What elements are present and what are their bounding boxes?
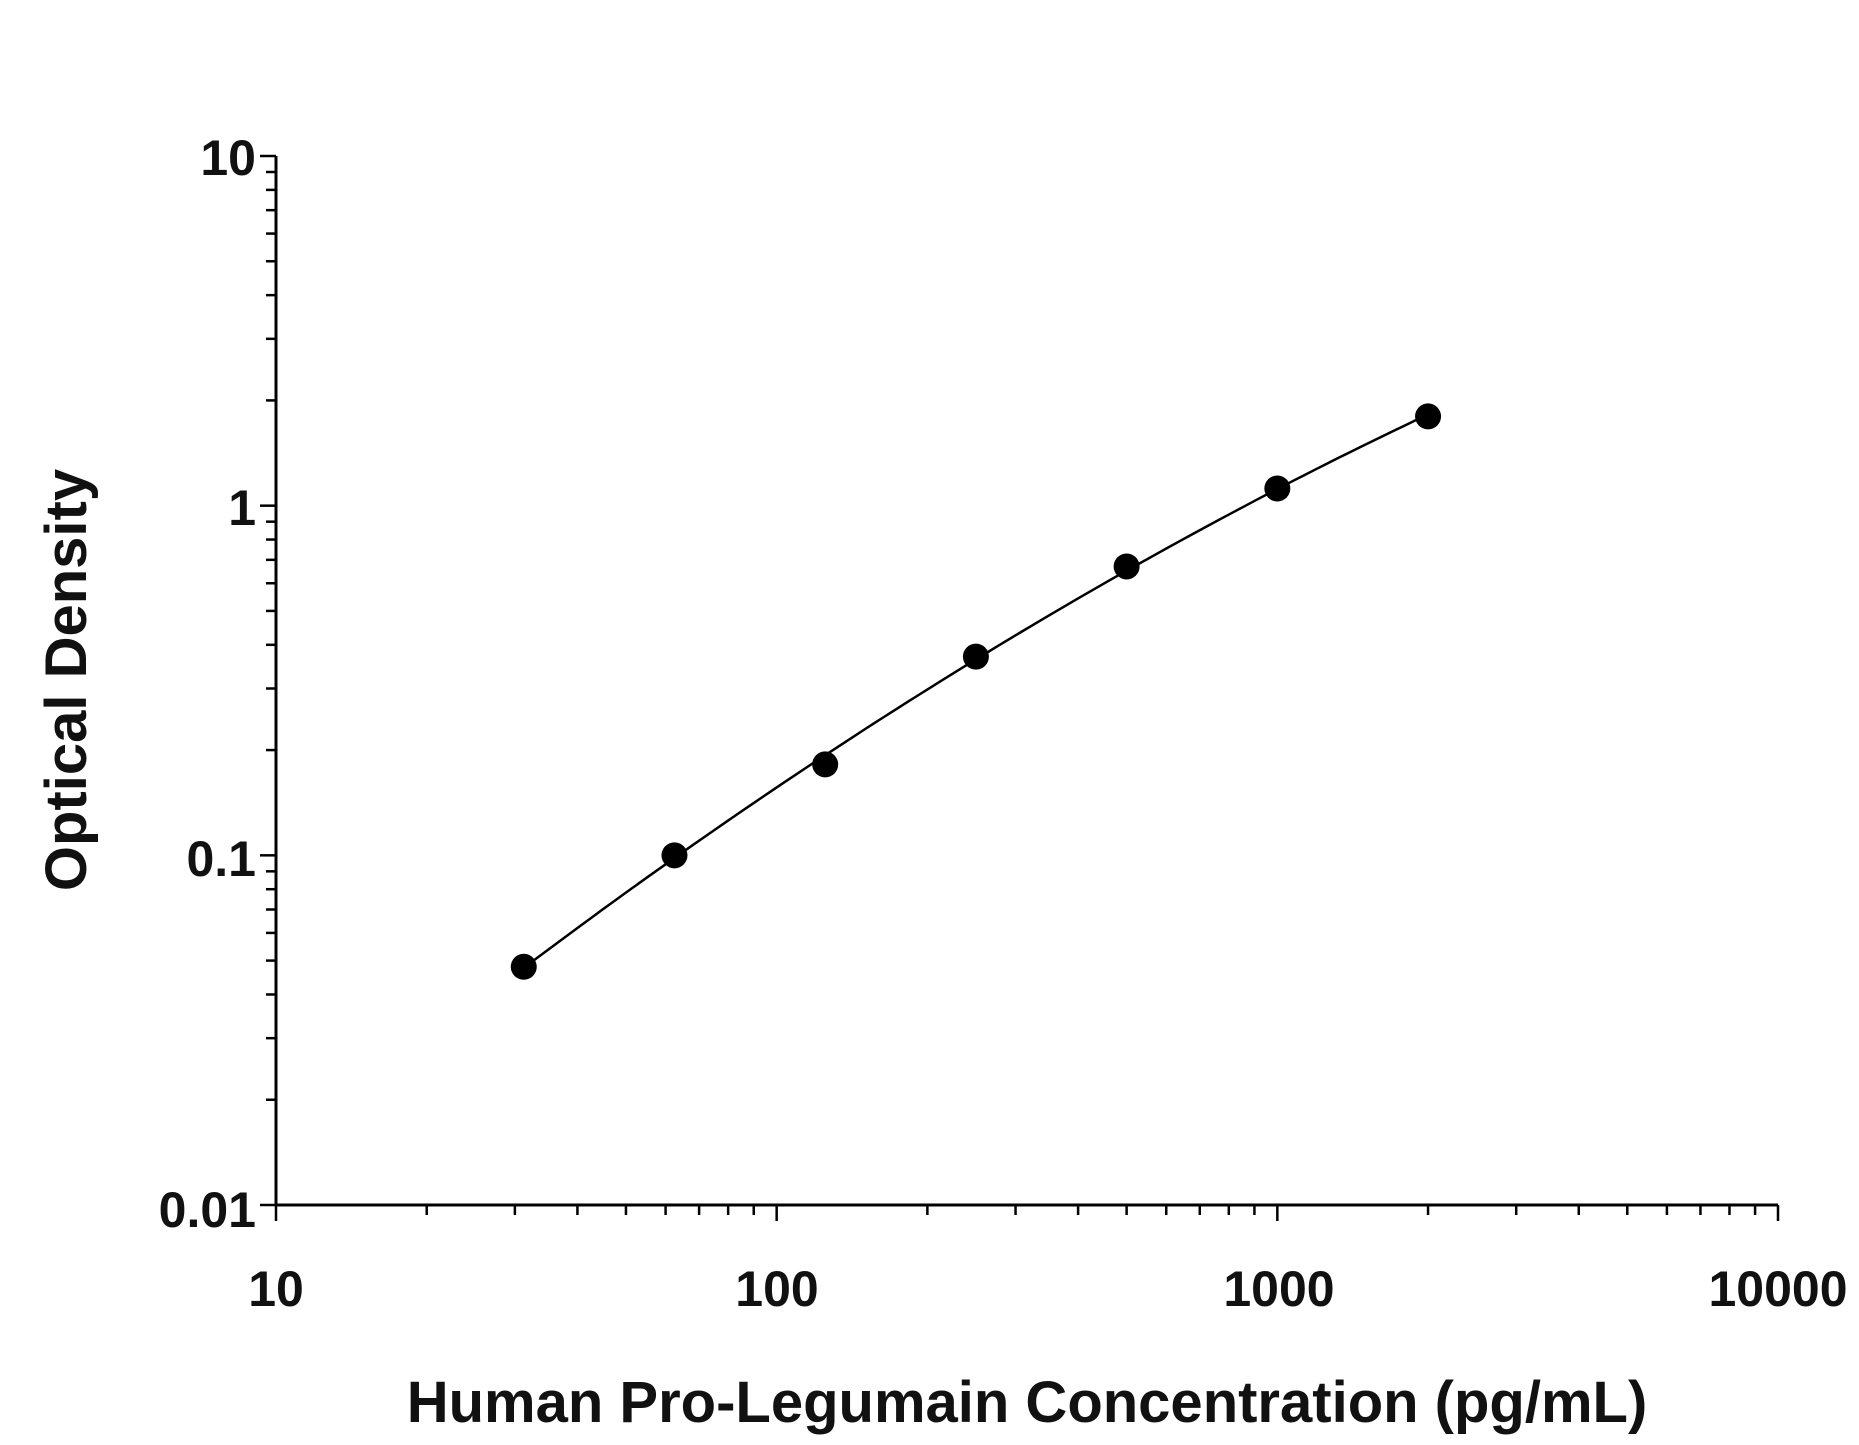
data-point [1415,403,1442,430]
axis-ticks [260,154,1780,1221]
axes [274,156,1778,1207]
y-tick-label-10: 10 [200,130,256,186]
x-axis-title: Human Pro-Legumain Concentration (pg/mL) [407,1370,1648,1435]
data-point [812,751,839,778]
fit-curve [523,413,1429,969]
y-axis-title: Optical Density [34,469,99,891]
data-points [510,403,1442,980]
data-point [1113,553,1140,580]
data-point [661,842,688,869]
data-point [510,953,537,980]
y-tick-label-1: 1 [228,480,256,536]
x-tick-label-1000: 1000 [1223,1261,1334,1317]
data-point [1264,475,1291,502]
y-tick-label-0.01: 0.01 [159,1182,256,1238]
data-point [962,643,989,670]
x-tick-label-100: 100 [735,1261,818,1317]
y-tick-label-0.1: 0.1 [186,831,256,887]
x-tick-label-10: 10 [248,1261,304,1317]
x-tick-label-10000: 10000 [1708,1261,1847,1317]
